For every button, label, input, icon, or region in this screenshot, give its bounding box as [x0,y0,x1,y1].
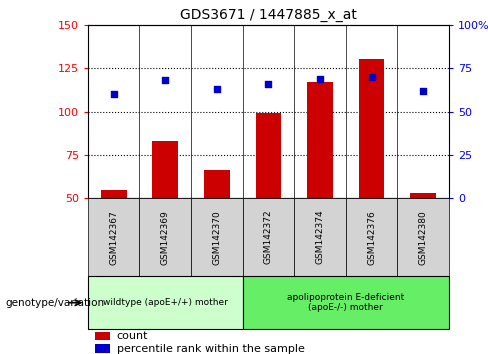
Text: GSM142376: GSM142376 [367,210,376,264]
Text: percentile rank within the sample: percentile rank within the sample [117,343,305,354]
Bar [243,198,294,276]
Point [419,88,427,93]
Bar [152,141,178,198]
Bar [410,193,436,198]
Text: genotype/variation: genotype/variation [5,298,104,308]
Text: GSM142380: GSM142380 [419,210,427,264]
Bar [101,190,126,198]
Bar [397,198,449,276]
Bar [191,198,243,276]
Point [213,86,221,92]
Bar [307,82,333,198]
Text: count: count [117,331,148,341]
Bar [88,276,243,329]
Text: wildtype (apoE+/+) mother: wildtype (apoE+/+) mother [103,298,228,307]
Bar [243,276,449,329]
Point [264,81,272,87]
Bar [95,344,109,353]
Bar [359,59,385,198]
Point [162,78,169,83]
Bar [346,198,397,276]
Bar [140,198,191,276]
Point [316,76,324,81]
Text: GSM142374: GSM142374 [315,210,325,264]
Title: GDS3671 / 1447885_x_at: GDS3671 / 1447885_x_at [180,8,357,22]
Point [110,91,118,97]
Text: GSM142370: GSM142370 [212,210,222,264]
Bar [294,198,346,276]
Text: GSM142369: GSM142369 [161,210,170,264]
Bar [95,332,109,341]
Text: GSM142372: GSM142372 [264,210,273,264]
Point [367,74,375,80]
Bar [256,113,281,198]
Bar [88,198,140,276]
Text: GSM142367: GSM142367 [109,210,118,264]
Text: apolipoprotein E-deficient
(apoE-/-) mother: apolipoprotein E-deficient (apoE-/-) mot… [287,293,405,312]
Bar [204,171,230,198]
